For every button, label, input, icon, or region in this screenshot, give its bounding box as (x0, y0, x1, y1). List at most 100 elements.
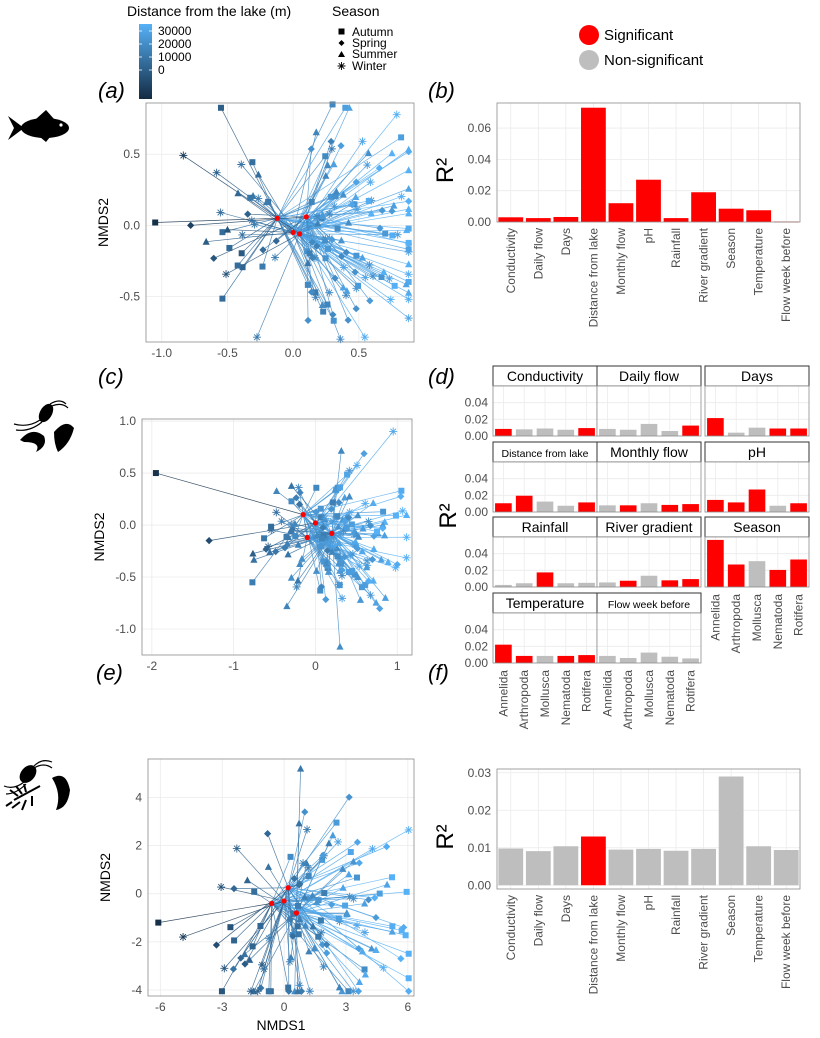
spider-line (305, 216, 349, 321)
spider-line (284, 522, 316, 549)
point-summer (243, 876, 251, 884)
point-winter (368, 844, 377, 853)
point-summer (384, 558, 392, 566)
bar (748, 561, 766, 587)
bar (746, 846, 772, 886)
spider-line (288, 846, 387, 889)
spider-line (253, 912, 297, 992)
point-winter (397, 192, 406, 201)
spider-line (287, 887, 328, 954)
point-summer (309, 922, 317, 930)
point-spring (405, 148, 413, 156)
point-spring (338, 566, 346, 574)
point-winter (319, 962, 328, 971)
point-winter (212, 168, 221, 177)
point-autumn (324, 301, 331, 308)
spider-line (271, 903, 289, 988)
spider-line (288, 887, 375, 899)
y-axis-title: R² (432, 824, 459, 849)
plot-frame (496, 768, 801, 890)
spider-line (234, 887, 289, 889)
bar (769, 428, 787, 436)
point-summer (335, 539, 343, 547)
bar (581, 107, 606, 222)
point-spring (379, 524, 387, 532)
point-spring (307, 145, 315, 153)
point-winter (254, 194, 263, 203)
bar (557, 505, 575, 512)
point-summer (322, 171, 330, 179)
point-summer (301, 921, 310, 929)
nmds-plot-macroinvertebrates: -2 -1 0 1 1.0 0.5 0.0 -0.5 -1.0 NMDS2 (91, 414, 413, 673)
point-spring (335, 499, 343, 507)
point-summer (339, 190, 347, 198)
point-summer (333, 544, 341, 551)
point-autumn (391, 282, 398, 289)
y-tick-label: 0.00 (465, 429, 489, 443)
spider-line (276, 216, 307, 242)
point-spring (351, 268, 359, 276)
spider-line (283, 863, 304, 902)
bar (515, 655, 533, 663)
point-winter (287, 520, 296, 529)
point-autumn (287, 853, 294, 860)
x-tick-label: Arthropoda (621, 670, 635, 730)
x-tick-label: Days (559, 895, 573, 922)
bar (536, 428, 554, 436)
point-winter (402, 553, 411, 562)
x-tick-label: 6 (404, 1000, 411, 1014)
point-winter (404, 314, 413, 323)
bar (773, 850, 799, 886)
point-autumn (348, 521, 355, 528)
point-summer (372, 598, 380, 606)
facet-title: Monthly flow (610, 444, 689, 460)
y-tick-label: 0.03 (468, 766, 492, 780)
distance-legend-title: Distance from the lake (m) (127, 3, 291, 19)
point-autumn (365, 197, 372, 204)
point-winter (329, 542, 338, 551)
point-winter (220, 964, 229, 973)
point-spring (348, 201, 356, 209)
x-tick-label: Arthropoda (517, 670, 531, 730)
spider-line (274, 233, 300, 258)
point-winter (404, 295, 413, 304)
point-summer (295, 819, 303, 827)
panel-label: (f) (428, 660, 449, 685)
point-summer (405, 166, 413, 174)
point-autumn (334, 225, 341, 232)
bar (661, 656, 679, 663)
point-spring (308, 238, 316, 246)
point-winter (368, 272, 377, 281)
bar (557, 583, 575, 587)
point-summer (367, 209, 375, 217)
x-tick-label: 1 (394, 659, 401, 673)
bar (682, 425, 699, 436)
bar (599, 428, 616, 436)
bar (515, 429, 533, 436)
point-winter (349, 530, 358, 539)
point-winter (398, 506, 407, 515)
point-spring (366, 297, 374, 305)
point-spring (405, 987, 413, 995)
point-winter (353, 921, 362, 930)
spider-line (277, 156, 326, 219)
y-axis-title: NMDS2 (95, 198, 111, 247)
x-tick-label: -2 (146, 659, 157, 673)
plot-background (142, 419, 412, 655)
x-tick-label: Nematoda (771, 594, 785, 650)
bar (495, 644, 512, 663)
spider-line (277, 137, 402, 219)
point-spring (405, 197, 413, 205)
point-spring (307, 288, 316, 296)
x-tick-label: Rotifera (792, 594, 806, 636)
point-autumn (321, 890, 328, 897)
bar (536, 501, 554, 512)
point-autumn (217, 104, 224, 111)
x-tick-label: Annelida (600, 670, 614, 717)
point-spring (354, 987, 363, 995)
point-spring (364, 577, 373, 585)
bar (727, 432, 745, 436)
point-autumn (305, 873, 312, 880)
point-spring (397, 492, 405, 500)
point-spring (318, 941, 326, 949)
